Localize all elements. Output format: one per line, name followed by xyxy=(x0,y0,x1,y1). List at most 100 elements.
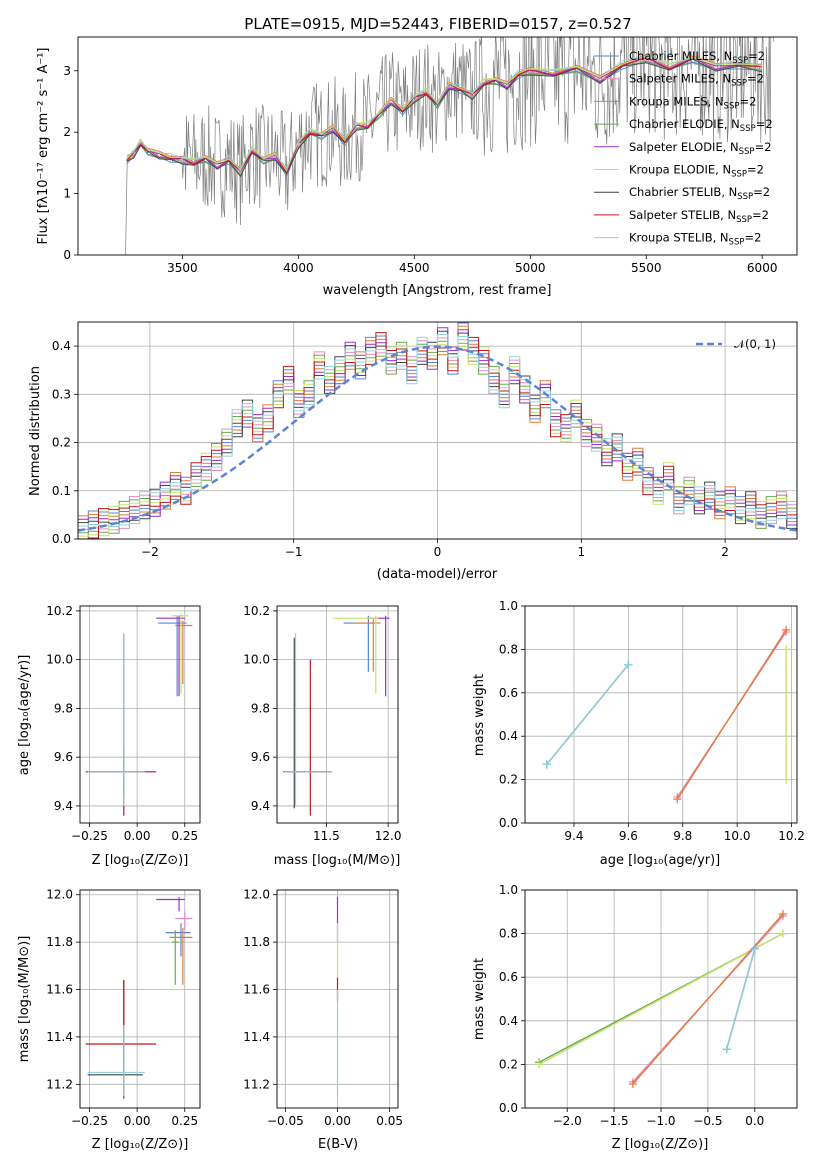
y-tick-label: 11.2 xyxy=(46,1077,73,1091)
x-tick-label: 0 xyxy=(434,545,442,559)
legend-label-main: Kroupa MILES, N xyxy=(629,94,724,108)
ebv-panel: −0.05 0.00 0.05 11.2 11.4 11.6 11.8 12.0 xyxy=(243,888,403,1128)
x-tick-label: 0.00 xyxy=(124,829,151,843)
x-tick-label: 6000 xyxy=(747,261,778,275)
axes-frame xyxy=(79,889,201,1109)
legend-label-main: Chabrier MILES, N xyxy=(629,49,732,63)
y-tick-label: 11.8 xyxy=(243,935,270,949)
x-tick-label: 11.5 xyxy=(313,829,340,843)
observed-spectrum xyxy=(117,37,775,255)
y-tick-label: 12.0 xyxy=(46,888,73,902)
x-tick-label: 0.25 xyxy=(171,1114,198,1128)
y-tick-label: 0.8 xyxy=(499,927,518,941)
spectrum-xlabel: wavelength [Angstrom, rest frame] xyxy=(323,283,552,298)
y-tick-label: 10.0 xyxy=(46,653,73,667)
x-tick-label: −1.5 xyxy=(600,1114,629,1128)
spectrum-ylabel: Flux [fλ10⁻¹⁷ erg cm⁻² s⁻¹ A⁻¹] xyxy=(36,48,51,245)
model-spectrum-kroupa_stelib xyxy=(126,56,763,172)
weight-vs-age-panel: 9.4 9.6 9.8 10.0 10.2 0.0 0.2 0.4 0.6 0.8 1.0 xyxy=(499,599,805,843)
y-tick-label: 11.8 xyxy=(46,935,73,949)
model-spectrum-chabrier_elodie xyxy=(126,61,763,177)
mass-vs-z-panel: −0.25 0.00 0.25 11.2 11.4 11.6 11.8 12.0 xyxy=(46,888,201,1128)
legend-label-sub: SSP xyxy=(737,192,753,202)
y-tick-label: 0.2 xyxy=(499,773,518,787)
legend-label-suffix: =2 xyxy=(747,163,764,177)
legend-label-sub: SSP xyxy=(732,56,748,66)
x-tick-label: −1 xyxy=(285,545,303,559)
x-tick-label: 1 xyxy=(577,545,585,559)
residuals-panel: −2 −1 0 1 2 0.0 0.1 0.2 0.3 0.4 xyxy=(52,321,798,559)
weight-marker-kroupa_miles xyxy=(628,1080,637,1089)
x-tick-label: 5000 xyxy=(515,261,546,275)
weight-marker-kroupa_miles xyxy=(673,795,682,804)
weight-line-kroupa_miles xyxy=(632,913,784,1085)
weight-marker-kroupa_stelib xyxy=(722,1045,731,1054)
y-tick-label: 0.0 xyxy=(499,816,518,830)
x-tick-label: −1.0 xyxy=(646,1114,675,1128)
legend-label-suffix: =2 xyxy=(739,94,756,108)
x-tick-label: −0.5 xyxy=(693,1114,722,1128)
y-tick-label: 0.6 xyxy=(499,686,518,700)
y-tick-label: 9.8 xyxy=(251,701,270,715)
legend-label-main: Salpeter STELIB, N xyxy=(629,208,736,222)
x-tick-label: 9.4 xyxy=(564,829,583,843)
legend-label-salpeter_elodie: Salpeter ELODIE, NSSP=2 xyxy=(629,140,772,157)
x-tick-label: 2 xyxy=(721,545,729,559)
weight-marker-kroupa_stelib xyxy=(624,660,633,669)
age-vs-z-ylabel: age [log₁₀(age/yr)] xyxy=(17,655,32,776)
y-tick-label: 0.2 xyxy=(499,1057,518,1071)
weight-vs-age-xlabel: age [log₁₀(age/yr)] xyxy=(600,853,721,868)
y-tick-label: 0.4 xyxy=(499,1014,518,1028)
legend-label-chabrier_miles: Chabrier MILES, NSSP=2 xyxy=(629,49,765,66)
legend-label-sub: SSP xyxy=(731,79,747,89)
y-tick-label: 11.4 xyxy=(46,1030,73,1044)
y-tick-label: 0.6 xyxy=(499,970,518,984)
ebv-xlabel: E(B-V) xyxy=(318,1137,358,1152)
y-tick-label: 10.2 xyxy=(46,604,73,618)
weight-marker-kroupa_elodie xyxy=(782,775,791,784)
x-tick-label: 0.25 xyxy=(171,829,198,843)
legend-label-sub: SSP xyxy=(724,101,740,111)
y-tick-label: 3 xyxy=(63,64,71,78)
legend-label-suffix: =2 xyxy=(753,185,770,199)
residuals-ylabel: Normed distribution xyxy=(28,366,43,496)
y-tick-label: 1.0 xyxy=(499,883,518,897)
normal-curve xyxy=(78,345,797,532)
legend-label-salpeter_stelib: Salpeter STELIB, NSSP=2 xyxy=(629,208,769,225)
plot-area xyxy=(78,322,797,539)
y-tick-label: 11.2 xyxy=(243,1077,270,1091)
legend-label-main: Salpeter MILES, N xyxy=(629,72,731,86)
legend-label-main: Chabrier STELIB, N xyxy=(629,185,737,199)
mass-vs-z-ylabel: mass [log₁₀(M/M⊙)] xyxy=(17,936,32,1063)
weight-vs-age-ylabel: mass weight xyxy=(472,674,487,756)
y-tick-label: 9.4 xyxy=(251,799,270,813)
x-tick-label: 4000 xyxy=(283,261,314,275)
y-tick-label: 11.4 xyxy=(243,1030,270,1044)
legend-label-suffix: =2 xyxy=(752,208,769,222)
x-tick-label: 0.0 xyxy=(745,1114,764,1128)
age-vs-z-xlabel: Z [log₁₀(Z/Z⊙)] xyxy=(92,853,189,868)
plot-area xyxy=(85,897,193,1099)
y-tick-label: 1.0 xyxy=(499,599,518,613)
weight-marker-kroupa_stelib xyxy=(542,760,551,769)
y-tick-label: 0.0 xyxy=(499,1101,518,1115)
y-tick-label: 11.6 xyxy=(46,983,73,997)
x-tick-label: 10.2 xyxy=(778,829,805,843)
x-tick-label: 0.00 xyxy=(124,1114,151,1128)
x-tick-label: 12.0 xyxy=(375,829,402,843)
model-spectrum-kroupa_elodie xyxy=(126,55,763,173)
y-tick-label: 0.4 xyxy=(52,339,71,353)
weight-marker-kroupa_miles xyxy=(778,909,787,918)
weight-vs-z-xlabel: Z [log₁₀(Z/Z⊙)] xyxy=(612,1137,709,1152)
weight-marker-kroupa_stelib xyxy=(750,944,759,953)
legend-label-main: Kroupa ELODIE, N xyxy=(629,163,731,177)
x-tick-label: 0.00 xyxy=(324,1114,351,1128)
mass-vs-z-xlabel: Z [log₁₀(Z/Z⊙)] xyxy=(92,1137,189,1152)
plot-area xyxy=(535,909,787,1089)
legend-label-sub: SSP xyxy=(736,215,752,225)
y-tick-label: 9.6 xyxy=(251,750,270,764)
y-tick-label: 0.1 xyxy=(52,484,71,498)
x-tick-label: 5500 xyxy=(631,261,662,275)
